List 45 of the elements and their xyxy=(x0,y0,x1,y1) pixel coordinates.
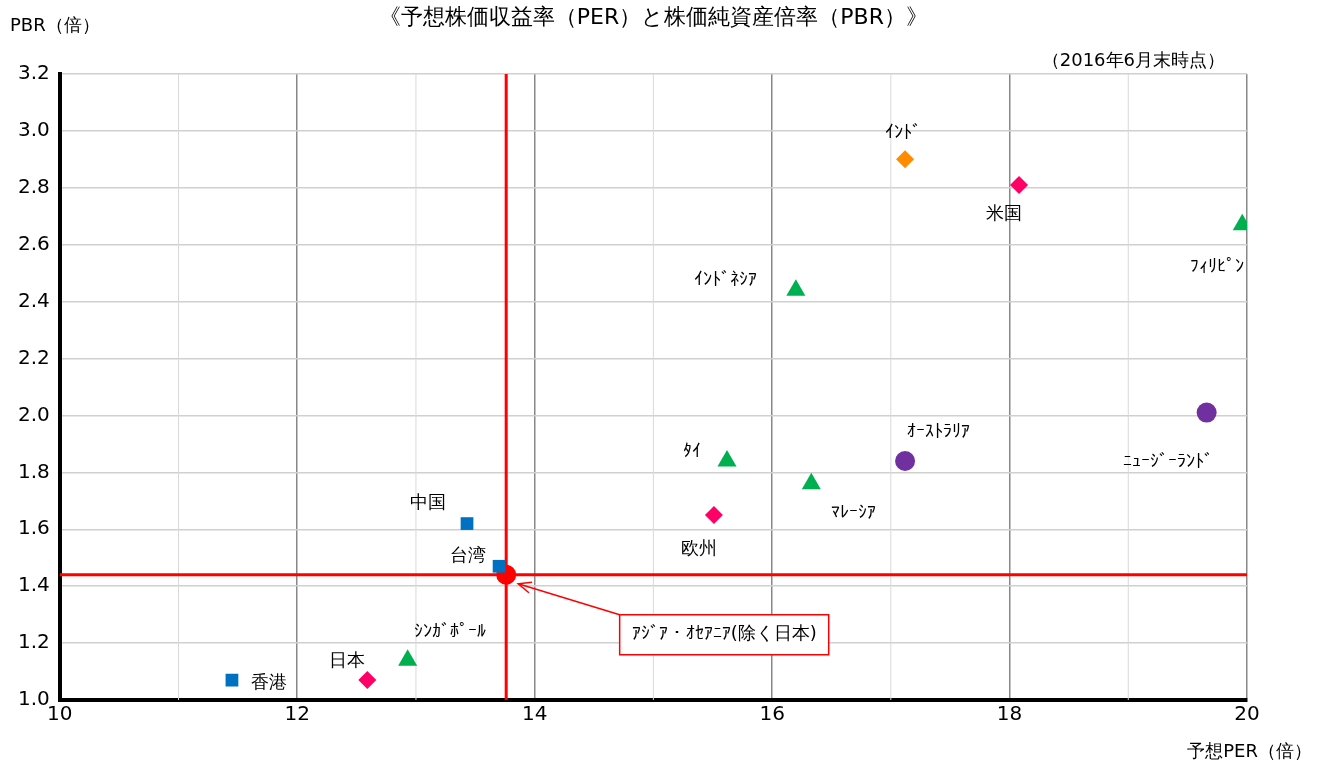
text: ｱｼﾞｱ・ｵｾｱﾆｱ(除く日本) xyxy=(631,622,817,644)
y-tick-label: 1.6 xyxy=(17,515,50,540)
y-tick-label: 2.2 xyxy=(17,344,50,369)
y-tick-label: 2.6 xyxy=(17,230,50,255)
point xyxy=(460,517,474,530)
y-tick-label: 1.8 xyxy=(17,458,50,483)
point xyxy=(358,671,377,690)
x-tick-label: 16 xyxy=(759,701,785,726)
x-axis-title: 予想PER（倍） xyxy=(1187,739,1312,761)
y-tick-label: 2.4 xyxy=(17,287,50,312)
series-label: ｲﾝﾄﾞ xyxy=(885,121,922,143)
point xyxy=(895,450,916,471)
y-axis-title: PBR（倍） xyxy=(10,13,100,35)
series-label: ﾆｭｰｼﾞｰﾗﾝﾄﾞ xyxy=(1122,450,1213,472)
series-label: ﾀｲ xyxy=(683,439,702,461)
x-tick-label: 14 xyxy=(521,701,548,726)
y-tick-label: 2.0 xyxy=(17,401,50,426)
series-label: 中国 xyxy=(410,491,447,513)
series-label: 香港 xyxy=(250,670,287,692)
y-tick-label: 3.2 xyxy=(17,60,50,85)
series-label: 日本 xyxy=(329,648,366,670)
point xyxy=(492,559,506,573)
point xyxy=(896,150,915,169)
x-tick-label: 10 xyxy=(47,701,73,726)
x-tick-label: 18 xyxy=(996,701,1023,726)
series-label: ﾌｨﾘﾋﾟﾝ xyxy=(1190,255,1245,277)
y-tick-label: 1.2 xyxy=(17,629,50,654)
chart-title: 《予想株価収益率（PER）と株価純資産倍率（PBR）》 xyxy=(378,3,928,29)
y-tick-label: 3.0 xyxy=(17,117,50,142)
point xyxy=(704,506,723,525)
y-tick-label: 2.8 xyxy=(17,174,50,199)
y-tick-label: 1.0 xyxy=(17,686,50,711)
series-label: ﾏﾚｰｼｱ xyxy=(830,501,876,523)
text: （2016年6月末時点） xyxy=(1041,48,1225,70)
series-label: 米国 xyxy=(986,201,1023,223)
series-label: 欧州 xyxy=(680,536,717,558)
series-label: ｲﾝﾄﾞﾈｼｱ xyxy=(694,267,758,289)
y-tick-label: 1.4 xyxy=(17,572,50,597)
series-label: ｵｰｽﾄﾗﾘｱ xyxy=(906,419,970,441)
series-label: ｼﾝｶﾞﾎﾟｰﾙ xyxy=(413,619,486,641)
point xyxy=(1010,175,1029,194)
series-label: 台湾 xyxy=(450,543,487,565)
point xyxy=(1196,402,1217,423)
x-tick-label: 20 xyxy=(1234,701,1260,726)
x-tick-label: 12 xyxy=(284,701,310,726)
